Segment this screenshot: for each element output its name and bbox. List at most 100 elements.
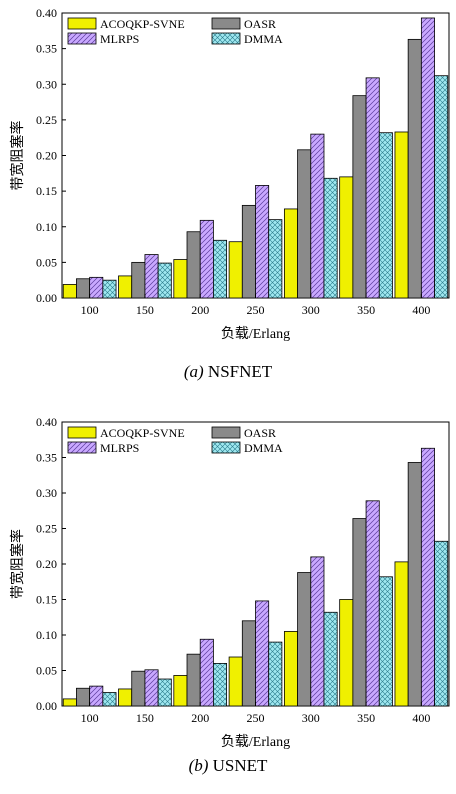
y-tick-label: 0.30	[36, 77, 57, 91]
bar-chart-nsfnet: 0.00 0.05 0.10 0.15 0.20 0.25 0.30 0.35 0.40 100 1…	[9, 6, 450, 342]
legend-swatch	[67, 441, 97, 454]
bar-oasr	[186, 653, 201, 707]
legend-item-acoqkp-svne: ACOQKP-SVNE	[67, 17, 185, 31]
x-tick-label: 200	[191, 303, 209, 317]
x-tick-label: 250	[247, 711, 265, 725]
chart-caption-nsfnet: (a) NSFNET	[0, 362, 456, 382]
bar-dmma	[157, 678, 172, 707]
bar-acoqkp-svne	[339, 599, 354, 707]
bar-acoqkp-svne	[339, 176, 354, 299]
legend-item-acoqkp-svne: ACOQKP-SVNE	[67, 426, 185, 440]
caption-letter: (a)	[183, 362, 204, 381]
y-tick-label: 0.40	[36, 415, 57, 429]
bar-chart-usnet: 0.00 0.05 0.10 0.15 0.20 0.25 0.30 0.35 0.40 100 1…	[9, 415, 450, 750]
bar-mlrps	[144, 254, 159, 299]
bar-mlrps	[89, 685, 104, 707]
bar-oasr	[76, 687, 91, 707]
bar-oasr	[297, 572, 312, 707]
x-tick-label: 200	[191, 711, 209, 725]
bar-mlrps	[310, 556, 325, 707]
bar-dmma	[213, 239, 228, 299]
bar-acoqkp-svne	[394, 561, 409, 707]
y-tick-label: 0.25	[36, 113, 57, 127]
legend-label: DMMA	[244, 441, 283, 455]
bar-mlrps	[420, 447, 435, 707]
legend-swatch	[67, 32, 97, 45]
caption-name: NSFNET	[207, 362, 273, 381]
bar-mlrps	[255, 600, 270, 707]
x-tick-label: 100	[81, 711, 99, 725]
bar-mlrps	[420, 17, 435, 299]
bar-oasr	[407, 462, 422, 707]
x-tick-label: 150	[136, 711, 154, 725]
x-axis-label: 负载/Erlang	[221, 734, 290, 750]
legend-label: MLRPS	[100, 441, 139, 455]
bar-acoqkp-svne	[173, 675, 188, 707]
y-tick-label: 0.00	[36, 699, 57, 713]
bar-dmma	[213, 662, 228, 707]
y-tick-label: 0.25	[36, 522, 57, 536]
legend-label: ACOQKP-SVNE	[100, 17, 185, 31]
bar-acoqkp-svne	[62, 698, 77, 707]
legend-swatch	[67, 17, 97, 30]
y-tick-label: 0.05	[36, 664, 57, 678]
bar-dmma	[268, 641, 283, 707]
bar-mlrps	[199, 638, 214, 707]
bar-oasr	[297, 149, 312, 299]
bar-mlrps	[199, 219, 214, 299]
bar-acoqkp-svne	[394, 131, 409, 299]
legend-swatch	[67, 426, 97, 439]
bar-acoqkp-svne	[228, 656, 243, 707]
x-tick-label: 300	[302, 711, 320, 725]
bar-oasr	[407, 38, 422, 299]
x-tick-label: 350	[357, 711, 375, 725]
bar-oasr	[76, 278, 91, 299]
chart-caption-usnet: (b) USNET	[0, 756, 456, 776]
y-tick-label: 0.10	[36, 628, 57, 642]
bar-mlrps	[365, 500, 380, 707]
y-tick-label: 0.20	[36, 149, 57, 163]
legend-swatch	[211, 441, 241, 454]
x-tick-label: 300	[302, 303, 320, 317]
legend-item-dmma: DMMA	[211, 441, 283, 455]
bar-acoqkp-svne	[173, 259, 188, 299]
y-tick-label: 0.40	[36, 6, 57, 20]
legend-label: OASR	[244, 426, 276, 440]
x-axis-label: 负载/Erlang	[221, 326, 290, 342]
bar-oasr	[131, 261, 146, 299]
x-tick-label: 250	[247, 303, 265, 317]
x-tick-label: 100	[81, 303, 99, 317]
bar-mlrps	[365, 77, 380, 299]
bar-dmma	[323, 611, 338, 707]
y-axis-label: 带宽阻塞率	[9, 529, 26, 599]
y-axis-label: 带宽阻塞率	[9, 121, 26, 191]
y-tick-label: 0.15	[36, 184, 57, 198]
legend-item-oasr: OASR	[211, 426, 276, 440]
y-tick-label: 0.05	[36, 255, 57, 269]
legend-label: OASR	[244, 17, 276, 31]
y-tick-label: 0.20	[36, 557, 57, 571]
bar-oasr	[131, 670, 146, 707]
caption-name: USNET	[212, 756, 268, 775]
bar-acoqkp-svne	[283, 208, 298, 299]
legend-label: DMMA	[244, 32, 283, 46]
bar-dmma	[434, 75, 449, 299]
bar-acoqkp-svne	[118, 688, 133, 707]
legend-item-mlrps: MLRPS	[67, 32, 139, 46]
legend-item-mlrps: MLRPS	[67, 441, 139, 455]
bar-dmma	[102, 692, 117, 707]
x-tick-label: 350	[357, 303, 375, 317]
bar-oasr	[352, 518, 367, 707]
bar-dmma	[102, 279, 117, 299]
bar-dmma	[378, 132, 393, 299]
legend-swatch	[211, 17, 241, 30]
bar-mlrps	[144, 669, 159, 707]
y-tick-label: 0.10	[36, 220, 57, 234]
y-tick-label: 0.35	[36, 451, 57, 465]
bar-oasr	[352, 95, 367, 299]
caption-letter: (b)	[188, 756, 209, 775]
bar-acoqkp-svne	[118, 275, 133, 299]
chart-panel-nsfnet: 0.00 0.05 0.10 0.15 0.20 0.25 0.30 0.35 0.40 100 1…	[0, 6, 456, 382]
bar-acoqkp-svne	[283, 631, 298, 707]
bar-oasr	[186, 231, 201, 299]
